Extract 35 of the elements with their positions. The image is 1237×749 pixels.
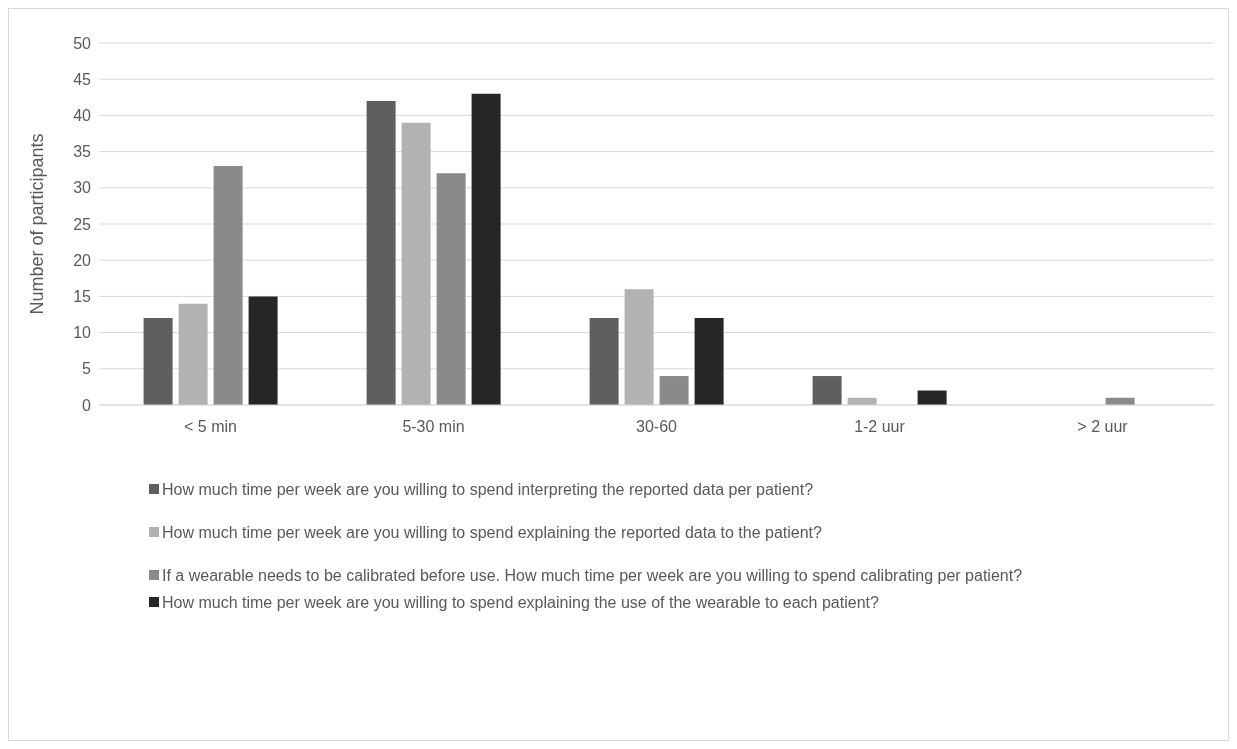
legend-label: If a wearable needs to be calibrated before use. How much time per week are you willing to spend calibrating per patient? xyxy=(162,566,1023,586)
y-tick-label: 45 xyxy=(73,70,92,88)
y-tick-label: 40 xyxy=(73,107,92,125)
y-tick-label: 50 xyxy=(73,34,92,52)
bar xyxy=(589,318,619,405)
y-tick-label: 30 xyxy=(73,179,92,197)
x-tick-label: < 5 min xyxy=(184,418,237,436)
x-tick-label: > 2 uur xyxy=(1077,418,1129,436)
x-tick-label: 30-60 xyxy=(636,418,678,436)
bar xyxy=(366,100,396,405)
bar xyxy=(436,173,466,405)
y-tick-label: 10 xyxy=(73,324,92,342)
y-tick-label: 15 xyxy=(73,288,92,306)
x-tick-label: 1-2 uur xyxy=(854,418,906,436)
bar xyxy=(248,296,278,405)
y-tick-label: 0 xyxy=(82,396,92,414)
legend-label: How much time per week are you willing to spend explaining the reported data to the patient? xyxy=(162,523,822,543)
y-tick-label: 20 xyxy=(73,251,92,269)
bar xyxy=(659,376,689,405)
bar xyxy=(624,289,654,405)
bar xyxy=(178,303,208,405)
y-axis-title: Number of participants xyxy=(27,133,48,315)
bar xyxy=(471,93,501,405)
x-tick-label: 5-30 min xyxy=(402,418,465,436)
bar xyxy=(143,318,173,405)
legend-label: How much time per week are you willing to spend interpreting the reported data per patient? xyxy=(162,480,814,500)
y-tick-label: 5 xyxy=(82,360,92,378)
legend-label: How much time per week are you willing to spend explaining the use of the wearable to each patient? xyxy=(162,593,879,613)
y-tick-label: 35 xyxy=(73,143,92,161)
bar xyxy=(401,122,431,405)
bar xyxy=(213,166,243,405)
bar xyxy=(917,390,947,405)
y-tick-label: 25 xyxy=(73,215,92,233)
bar xyxy=(812,376,842,405)
bar xyxy=(694,318,724,405)
